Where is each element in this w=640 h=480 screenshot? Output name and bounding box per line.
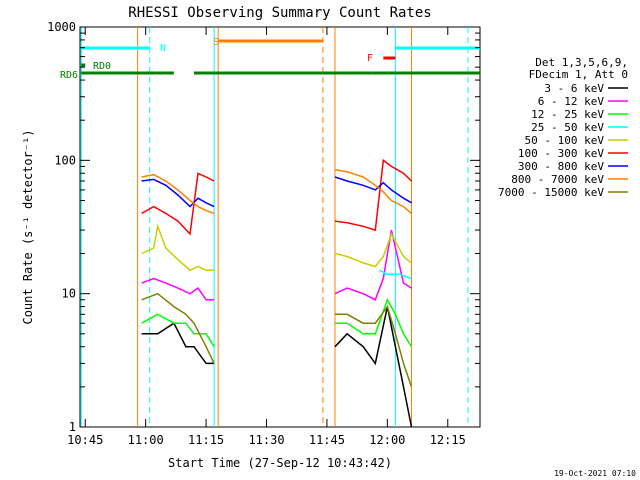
flag-label-rd6: RD6	[60, 70, 78, 81]
series-2-segment-1	[335, 297, 413, 348]
flag-label-f: F	[367, 53, 373, 64]
series-2-segment-0	[141, 313, 215, 348]
flag-label-n: N	[160, 43, 166, 54]
legend-label-8: 7000 - 15000 keV	[498, 186, 604, 199]
timestamp: 19-Oct-2021 07:10	[554, 469, 636, 478]
legend-label-2: 12 - 25 keV	[531, 108, 604, 121]
y-axis-label: Count Rate (s⁻¹ detector⁻¹)	[21, 129, 35, 324]
y-tick-label-0: 1	[69, 420, 76, 434]
x-axis-label: Start Time (27-Sep-12 10:43:42)	[168, 456, 392, 470]
legend-label-6: 300 - 800 keV	[518, 160, 604, 173]
legend-label-7: 800 - 7000 keV	[511, 173, 604, 186]
series-8-segment-0	[141, 292, 215, 364]
chart-title: RHESSI Observing Summary Count Rates	[128, 5, 431, 21]
plot-area: N S F RD0 RD6	[60, 26, 481, 428]
y-axis: 1 10 100 1000	[47, 20, 480, 434]
series-6-segment-0	[141, 178, 215, 208]
y-tick-label-2: 100	[54, 153, 76, 167]
x-tick-label-6: 12:15	[430, 433, 466, 447]
legend-label-3: 25 - 50 keV	[531, 121, 604, 134]
series-0-segment-1	[334, 306, 413, 428]
series-0-segment-0	[141, 322, 215, 365]
series-5-segment-0	[141, 172, 215, 236]
legend-label-4: 50 - 100 keV	[525, 134, 605, 147]
x-axis: 10:45 11:00 11:15 11:30 11:45 12:00 12:15	[67, 27, 466, 447]
flag-label-s: S	[213, 37, 219, 48]
plot-frame	[79, 26, 481, 428]
x-tick-label-2: 11:15	[188, 433, 224, 447]
series-7-segment-1	[334, 168, 412, 214]
series-4-segment-1	[334, 232, 412, 268]
y-tick-label-1: 10	[62, 287, 76, 301]
x-tick-label-5: 12:00	[369, 433, 405, 447]
x-tick-label-4: 11:45	[309, 433, 345, 447]
series-3-segment-0	[378, 269, 412, 280]
legend-label-5: 100 - 300 keV	[518, 147, 604, 160]
x-tick-label-0: 10:45	[67, 433, 103, 447]
flag-label-rd0: RD0	[93, 61, 111, 72]
legend-header-1: FDecim 1, Att 0	[529, 68, 628, 81]
series-6-segment-1	[334, 176, 412, 204]
series-4-segment-0	[141, 223, 215, 272]
legend-label-1: 6 - 12 keV	[538, 95, 605, 108]
legend-label-0: 3 - 6 keV	[544, 82, 604, 95]
x-tick-label-1: 11:00	[128, 433, 164, 447]
legend-header-0: Det 1,3,5,6,9,	[535, 56, 628, 69]
legend: Det 1,3,5,6,9,FDecim 1, Att 03 - 6 keV6 …	[498, 56, 628, 199]
series-8-segment-1	[335, 304, 413, 388]
y-tick-label-3: 1000	[47, 20, 76, 34]
series-1-segment-0	[141, 277, 215, 301]
series-5-segment-1	[334, 158, 413, 232]
series-7-segment-0	[141, 173, 215, 215]
x-tick-label-3: 11:30	[248, 433, 284, 447]
